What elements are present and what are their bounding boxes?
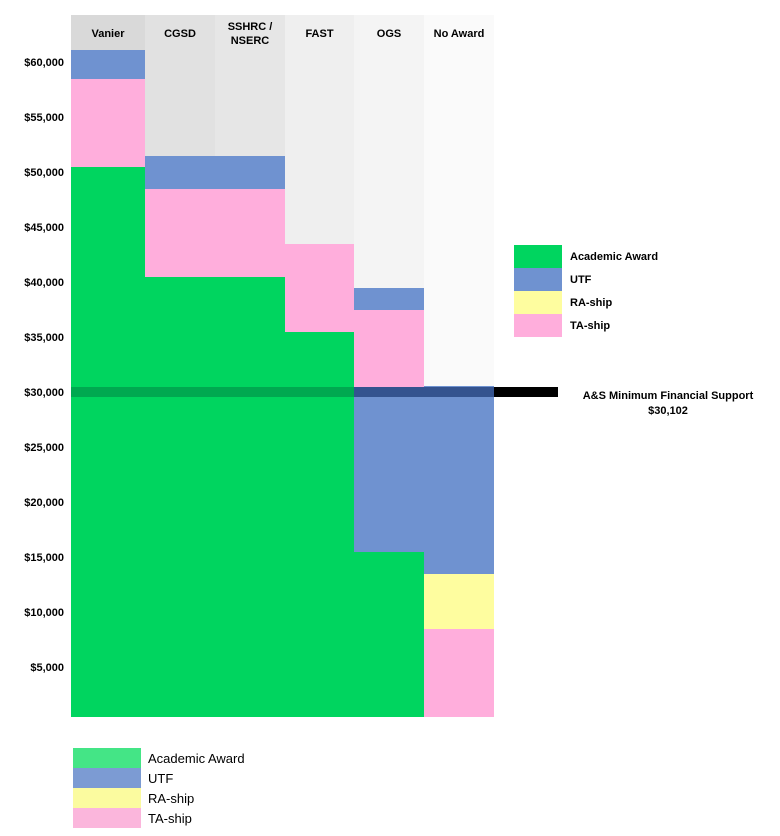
legend-item: UTF: [73, 768, 245, 788]
legend-item: RA-ship: [73, 788, 245, 808]
legend-item: RA-ship: [514, 291, 658, 314]
min-support-annotation-label: A&S Minimum Financial Support: [582, 390, 754, 402]
legend-bottom-swatch-ra-ship: [73, 788, 141, 808]
y-tick-label: $20,000: [24, 497, 64, 509]
y-tick-label: $5,000: [30, 662, 64, 674]
column-header-sshrc-nserc: SSHRC / NSERC: [227, 21, 273, 47]
legend-bottom-swatch-utf: [73, 768, 141, 788]
legend-bottom-label-academic-award: Academic Award: [148, 750, 245, 766]
y-tick-label: $40,000: [24, 277, 64, 289]
y-tick-label: $55,000: [24, 112, 64, 124]
legend-right-label-utf: UTF: [570, 273, 592, 286]
bar-ogs-academic-award: [354, 552, 424, 717]
bar-vanier-academic-award: [71, 167, 145, 717]
column-background-fast: [285, 15, 354, 244]
y-tick-label: $10,000: [24, 607, 64, 619]
column-header-cgsd: CGSD: [164, 28, 196, 40]
y-tick-label: $35,000: [24, 332, 64, 344]
legend-item: TA-ship: [73, 808, 245, 828]
column-background-cgsd: [145, 15, 215, 156]
legend-bottom-label-ra-ship: RA-ship: [148, 790, 195, 806]
column-header-ogs: OGS: [376, 28, 402, 40]
legend-right-label-ta-ship: TA-ship: [570, 319, 611, 332]
column-background-sshrc-nserc: [215, 15, 285, 156]
column-background-no-award: [424, 15, 494, 386]
bar-no-award-utf: [424, 385, 494, 574]
legend-right-label-academic-award: Academic Award: [570, 250, 659, 263]
min-support-annotation: A&S Minimum Financial Support $30,102: [560, 389, 776, 419]
min-line-over-blue: [354, 387, 494, 397]
min-line-over-green: [71, 387, 354, 397]
legend-right-swatch-ta-ship: [514, 314, 562, 337]
legend-bottom-swatch-ta-ship: [73, 808, 141, 828]
legend-item: Academic Award: [514, 245, 658, 268]
column-header-fast: FAST: [305, 28, 334, 40]
legend-right-swatch-utf: [514, 268, 562, 291]
legend-item: TA-ship: [514, 314, 658, 337]
y-tick-label: $15,000: [24, 552, 64, 564]
column-background-vanier: [71, 15, 145, 51]
y-tick-label: $25,000: [24, 442, 64, 454]
y-tick-label: $30,000: [24, 387, 64, 399]
y-tick-label: $60,000: [24, 57, 64, 69]
column-header-vanier: Vanier: [91, 28, 125, 40]
bar-sshrc-nserc-utf: [215, 156, 285, 189]
min-line-pointer: [494, 387, 558, 397]
bar-no-award-ra-ship: [424, 574, 494, 629]
bar-sshrc-nserc-ta-ship: [215, 189, 285, 277]
bar-ogs-utf: [354, 387, 424, 552]
min-support-annotation-value: $30,102: [648, 405, 688, 417]
y-tick-label: $50,000: [24, 167, 64, 179]
bar-sshrc-nserc-academic-award: [215, 277, 285, 717]
legend-bottom-label-ta-ship: TA-ship: [148, 810, 192, 826]
legend-bottom-swatch-academic-award: [73, 748, 141, 768]
legend-right-swatch-ra-ship: [514, 291, 562, 314]
bar-cgsd-academic-award: [145, 277, 215, 717]
legend-item: UTF: [514, 268, 658, 291]
bar-vanier-ta-ship: [71, 79, 145, 167]
bar-vanier-utf: [71, 50, 145, 79]
column-header-no-award: No Award: [433, 28, 485, 40]
bar-ogs-ta-ship: [354, 310, 424, 387]
bar-ogs-utf: [354, 288, 424, 310]
bar-fast-ta-ship: [285, 244, 354, 332]
bar-cgsd-ta-ship: [145, 189, 215, 277]
legend-right-label-ra-ship: RA-ship: [570, 296, 613, 309]
legend-right-swatch-academic-award: [514, 245, 562, 268]
y-tick-label: $45,000: [24, 222, 64, 234]
legend-right: Academic Award UTF RA-ship TA-ship: [514, 245, 658, 337]
column-background-ogs: [354, 15, 424, 288]
legend-bottom-label-utf: UTF: [148, 770, 174, 786]
bar-no-award-ta-ship: [424, 629, 494, 717]
bar-cgsd-utf: [145, 156, 215, 189]
legend-item: Academic Award: [73, 748, 245, 768]
legend-bottom: Academic Award UTF RA-ship TA-ship: [73, 748, 245, 828]
